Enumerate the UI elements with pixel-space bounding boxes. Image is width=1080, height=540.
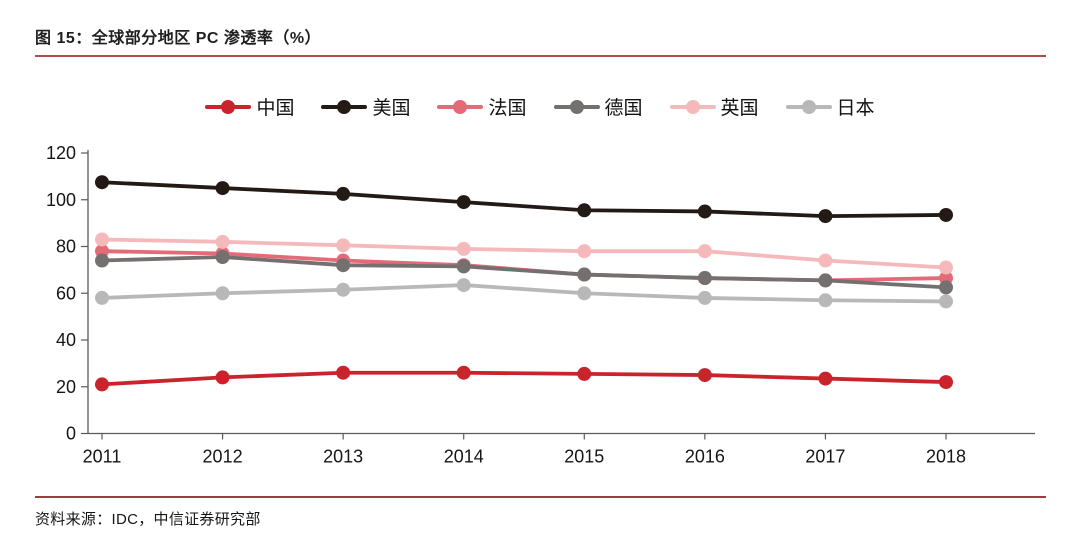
x-tick-label: 2013 [323, 447, 363, 467]
data-point [456, 365, 471, 380]
y-tick-label: 20 [56, 377, 76, 397]
data-point [215, 234, 230, 249]
data-point [95, 253, 109, 268]
data-point [818, 253, 833, 268]
data-point [577, 267, 592, 282]
data-point [215, 370, 230, 385]
data-point [95, 377, 109, 392]
legend-marker-dot [221, 99, 236, 114]
legend-marker-dot [337, 99, 352, 114]
data-point [336, 238, 351, 253]
x-tick-label: 2011 [83, 447, 122, 467]
legend-marker [669, 99, 716, 114]
source-text: 资料来源：IDC，中信证券研究部 [35, 511, 261, 528]
y-tick-label: 120 [46, 143, 76, 163]
data-point [939, 375, 953, 390]
legend-item: 中国 [205, 93, 294, 120]
data-point [939, 260, 953, 275]
legend-marker [785, 99, 832, 114]
data-point [818, 273, 833, 288]
x-tick-label: 2018 [926, 447, 966, 467]
legend-marker-dot [801, 99, 816, 114]
title-divider [35, 55, 1046, 57]
legend-label: 英国 [720, 98, 759, 119]
legend-marker-dot [569, 99, 584, 114]
data-point [697, 368, 712, 383]
data-point [697, 244, 712, 259]
legend-marker [205, 99, 252, 114]
x-tick-label: 2015 [564, 447, 604, 467]
legend-label: 美国 [372, 98, 411, 119]
data-point [577, 366, 592, 381]
data-point [697, 271, 712, 286]
data-point [697, 204, 712, 219]
legend-item: 英国 [669, 93, 759, 120]
chart-legend: 中国 美国 法国 德国 英国 日本 [0, 93, 1080, 120]
data-point [336, 258, 351, 273]
legend-marker [321, 99, 368, 114]
data-point [939, 280, 953, 295]
data-point [456, 195, 471, 210]
data-point [456, 278, 471, 293]
x-tick-label: 2012 [203, 447, 243, 467]
x-tick-label: 2014 [444, 447, 484, 467]
y-tick-label: 60 [56, 283, 76, 303]
data-point [456, 241, 471, 256]
y-tick-label: 0 [66, 424, 76, 444]
legend-label: 德国 [604, 98, 643, 119]
data-point [215, 286, 230, 301]
legend-item: 日本 [785, 93, 875, 120]
data-point [939, 207, 953, 222]
figure-title: 图 15：全球部分地区 PC 渗透率（%） [35, 30, 322, 47]
series-line [100, 283, 948, 304]
data-point [939, 294, 953, 309]
y-tick-label: 80 [56, 237, 76, 257]
legend-marker [553, 99, 600, 114]
data-point [215, 181, 230, 196]
data-point [577, 244, 592, 259]
data-point [577, 203, 592, 218]
legend-item: 美国 [321, 93, 410, 120]
data-point [577, 286, 592, 301]
series-line [100, 237, 948, 270]
legend-marker [437, 99, 484, 114]
data-point [95, 290, 109, 305]
data-point [456, 259, 471, 274]
data-point [215, 250, 230, 265]
data-point [336, 365, 351, 380]
y-tick-label: 100 [46, 190, 76, 210]
legend-item: 德国 [553, 93, 643, 120]
data-point [336, 282, 351, 297]
series-line [100, 180, 948, 219]
data-point [95, 232, 109, 247]
legend-marker-dot [685, 99, 700, 114]
source-divider [35, 496, 1046, 498]
legend-marker-dot [453, 99, 468, 114]
x-tick-label: 2017 [805, 447, 845, 467]
data-point [818, 209, 833, 224]
data-point [818, 293, 833, 308]
legend-label: 中国 [256, 98, 295, 119]
data-point [336, 186, 351, 201]
data-point [697, 290, 712, 305]
x-tick-label: 2016 [685, 447, 725, 467]
series-line [100, 255, 948, 290]
data-point [818, 371, 833, 386]
data-point [95, 175, 109, 190]
series-line [100, 370, 948, 387]
legend-label: 日本 [836, 98, 875, 119]
legend-label: 法国 [488, 98, 527, 119]
legend-item: 法国 [437, 93, 527, 120]
y-tick-label: 40 [56, 330, 76, 350]
